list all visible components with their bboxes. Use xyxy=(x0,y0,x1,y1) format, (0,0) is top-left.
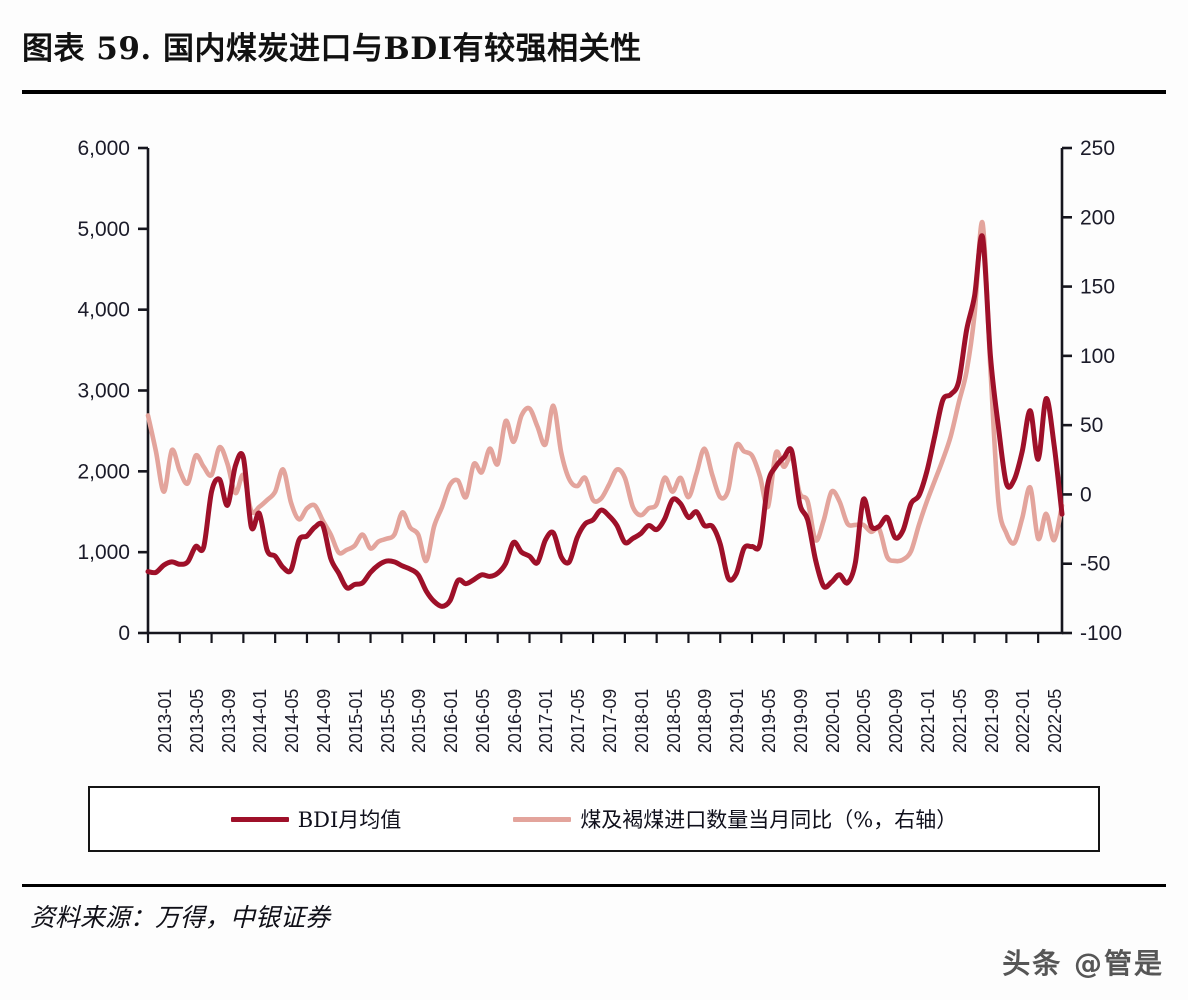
source-note: 资料来源：万得，中银证券 xyxy=(30,903,331,932)
watermark: 头条 @管是 xyxy=(1002,947,1164,980)
x-axis-tick-label: 2016-05 xyxy=(472,689,493,753)
x-axis-tick-label: 2015-09 xyxy=(409,689,430,753)
x-axis-tick-label: 2013-05 xyxy=(186,689,207,753)
y-axis-left-tick-label: 0 xyxy=(118,622,130,645)
x-axis-tick-label: 2018-05 xyxy=(663,689,684,753)
y-axis-right-tick-label: 50 xyxy=(1080,414,1103,437)
x-axis-tick-label: 2017-09 xyxy=(600,689,621,753)
x-axis-tick-label: 2013-01 xyxy=(155,689,175,753)
y-axis-left-tick-label: 3,000 xyxy=(77,380,130,403)
legend-label: BDI月均值 xyxy=(297,808,402,832)
x-axis-tick-label: 2016-01 xyxy=(441,689,462,753)
y-axis-right-tick-label: 150 xyxy=(1080,276,1115,299)
x-axis-tick-label: 2022-01 xyxy=(1013,689,1034,753)
x-axis-tick-label: 2017-05 xyxy=(568,689,589,753)
plot-area: 0 1,000 2,000 3,000 4,000 5,000 6,000 -100 -50 0 5… xyxy=(0,110,1188,770)
y-axis-right-tick-label: -100 xyxy=(1080,622,1122,645)
legend-label: 煤及褐煤进口数量当月同比（%，右轴） xyxy=(580,808,958,832)
x-axis-tick-label: 2019-01 xyxy=(727,689,748,753)
line-chart-svg: 0 1,000 2,000 3,000 4,000 5,000 6,000 -100 -50 0 5… xyxy=(77,137,1122,645)
title-divider xyxy=(22,90,1166,94)
y-axis-left-tick-label: 4,000 xyxy=(77,299,130,322)
x-axis-tick-label: 2014-05 xyxy=(282,689,303,753)
x-axis-tick-label: 2018-01 xyxy=(631,689,652,753)
x-axis-tick-label: 2019-09 xyxy=(790,689,811,753)
legend-item[interactable]: 煤及褐煤进口数量当月同比（%，右轴） xyxy=(513,804,957,834)
x-axis-tick-label: 2021-05 xyxy=(949,689,970,753)
y-axis-right-tick-label: 250 xyxy=(1080,137,1115,160)
x-axis-tick-label: 2015-05 xyxy=(377,689,398,753)
legend-color-swatch xyxy=(230,816,289,822)
footer-divider xyxy=(22,884,1166,887)
series-line-bdi xyxy=(145,233,1065,609)
x-axis-tick-label: 2018-09 xyxy=(695,689,716,753)
x-axis-tick-label: 2013-09 xyxy=(218,689,239,753)
x-axis-tick-label: 2014-01 xyxy=(250,689,271,753)
y-axis-left-tick-label: 1,000 xyxy=(77,541,130,564)
x-axis-tick-label: 2021-09 xyxy=(981,689,1002,753)
x-axis-tick-label: 2015-01 xyxy=(345,689,366,753)
x-axis-tick-label: 2019-05 xyxy=(759,689,780,753)
y-axis-right-tick-label: 0 xyxy=(1080,483,1092,506)
x-axis-tick-label: 2020-01 xyxy=(822,689,843,753)
x-axis-tick-label: 2021-01 xyxy=(917,689,938,753)
x-axis-tick-label: 2020-05 xyxy=(854,689,875,753)
y-axis-left-tick-label: 6,000 xyxy=(77,137,130,160)
y-axis-right-tick-label: 100 xyxy=(1080,345,1115,368)
x-axis-tick-labels: 2013-01 2013-05 2013-09 2014-01 2014-05 2014-… xyxy=(0,645,1188,770)
y-axis-right-tick-label: 200 xyxy=(1080,206,1115,229)
series-line-coal-import-yoy xyxy=(145,220,1065,564)
legend-color-swatch xyxy=(513,816,572,822)
x-axis-tick-label: 2014-09 xyxy=(313,689,334,753)
x-axis-tick-label: 2022-05 xyxy=(1045,689,1066,753)
legend-item[interactable]: BDI月均值 xyxy=(230,804,402,834)
x-axis-tick-label: 2017-01 xyxy=(536,689,557,753)
page-title: 图表 59. 国内煤炭进口与BDI有较强相关性 xyxy=(22,31,642,67)
title-band: 图表 59. 国内煤炭进口与BDI有较强相关性 xyxy=(22,24,1166,96)
x-axis-tick-label: 2020-09 xyxy=(886,689,907,753)
legend: BDI月均值 煤及褐煤进口数量当月同比（%，右轴） xyxy=(88,786,1100,852)
x-axis-tick-label: 2016-09 xyxy=(504,689,525,753)
y-axis-left-tick-label: 5,000 xyxy=(77,218,130,241)
y-axis-right-tick-label: -50 xyxy=(1080,553,1110,576)
y-axis-left-tick-label: 2,000 xyxy=(77,460,130,483)
